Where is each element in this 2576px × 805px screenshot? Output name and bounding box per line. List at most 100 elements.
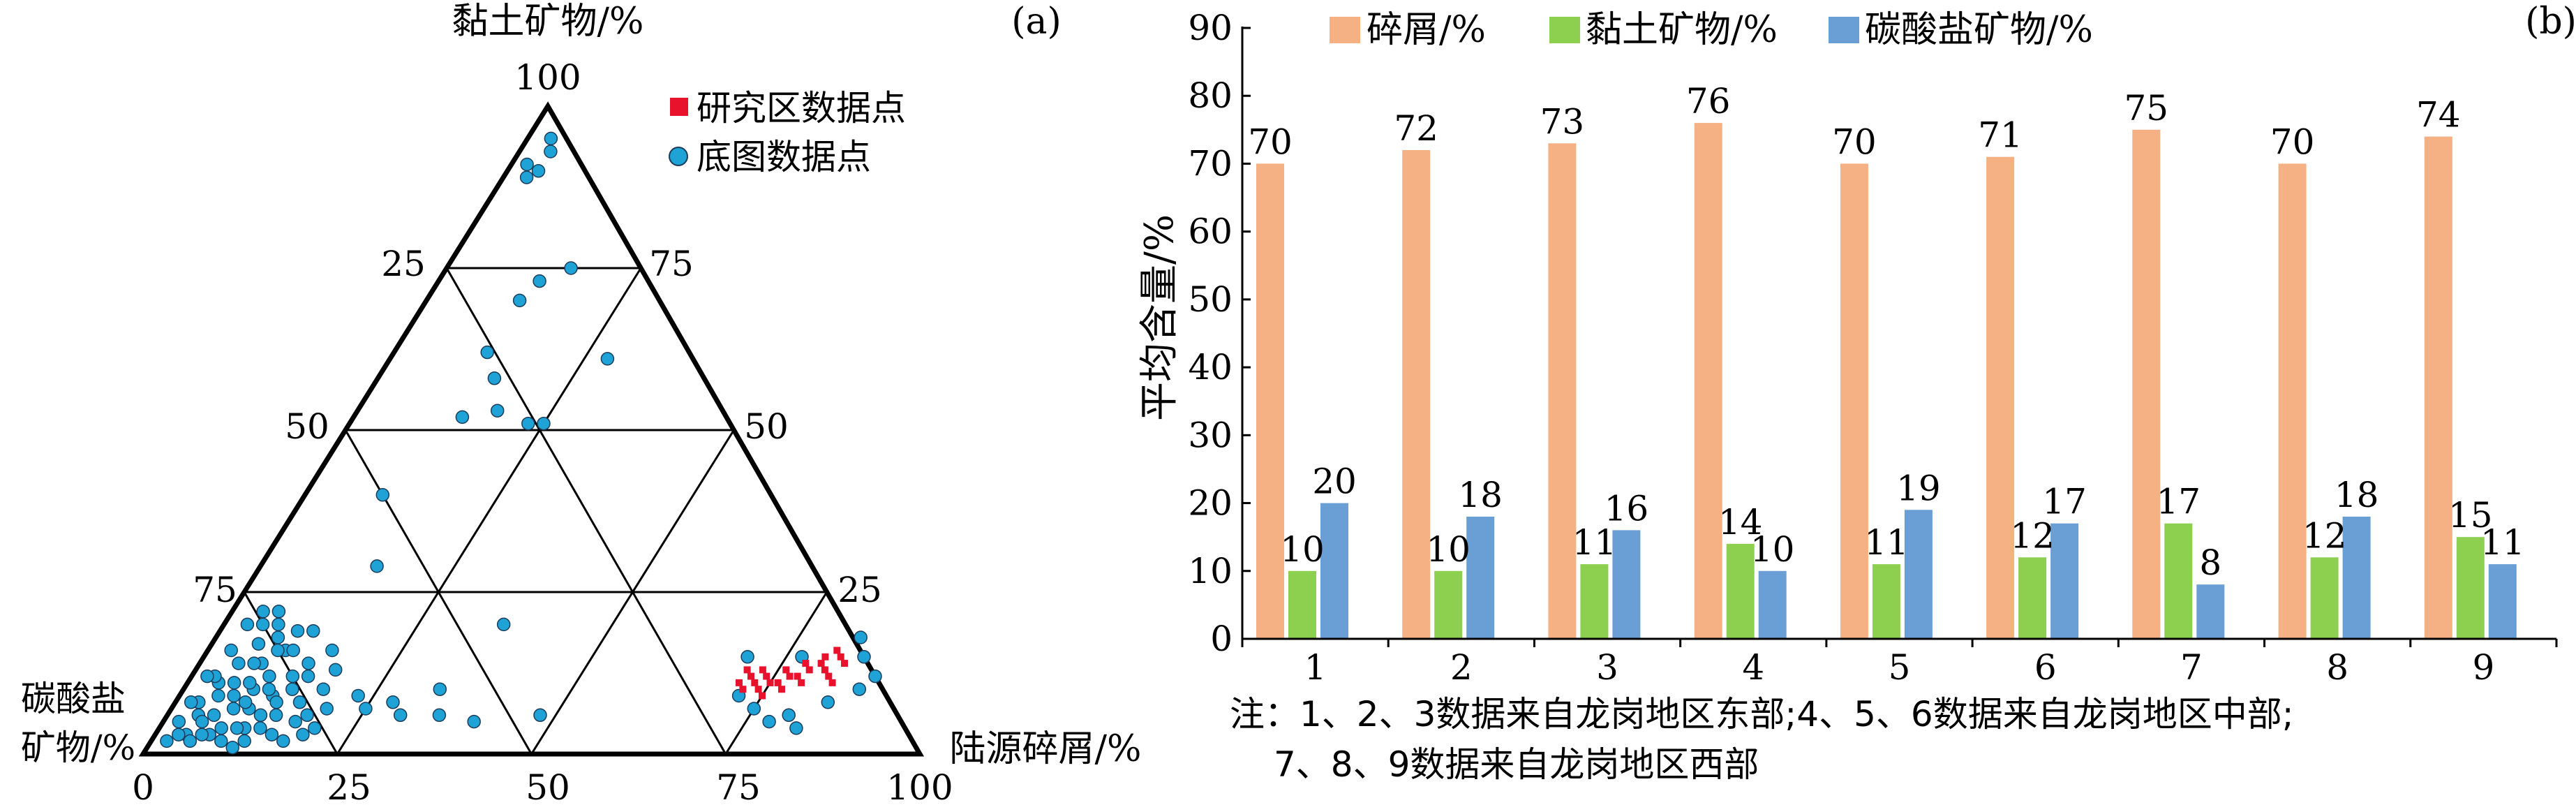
bar-data-label: 11: [2480, 522, 2525, 563]
bar-data-label: 18: [2335, 475, 2379, 515]
base-data-point: [854, 630, 868, 644]
bar-series-2: [1758, 570, 1787, 639]
study-area-data-point: [782, 666, 790, 674]
bar-data-label: 14: [1718, 502, 1763, 542]
base-data-point: [821, 695, 835, 709]
base-data-point: [740, 650, 754, 664]
bar-series-1: [1726, 543, 1755, 639]
base-data-point: [224, 643, 238, 658]
base-data-point: [533, 708, 547, 723]
base-data-point: [200, 669, 214, 684]
bar-data-label: 11: [1864, 522, 1909, 563]
study-area-data-point: [754, 686, 762, 693]
bottom-tick-25: 25: [327, 767, 371, 805]
bar-series-1: [1288, 570, 1316, 639]
panel-label-b: (b): [2525, 1, 2576, 43]
bar-series-0: [1548, 143, 1577, 640]
note-line-1: 注：1、2、3数据来自龙岗地区东部;4、5、6数据来自龙岗地区中部;: [1230, 694, 2294, 734]
base-data-point: [285, 669, 300, 684]
bar-data-label: 20: [1312, 461, 1357, 502]
bar-series-1: [2018, 557, 2047, 639]
study-area-data-point: [759, 692, 766, 700]
left-edge-tick-25: 25: [381, 244, 426, 284]
base-data-point: [237, 734, 251, 748]
legend-label-study-area: 研究区数据点: [697, 88, 906, 128]
bar-data-label: 10: [1426, 529, 1471, 570]
base-data-point: [288, 714, 302, 729]
note-line-2: 7、8、9数据来自龙岗地区西部: [1274, 744, 1759, 785]
base-data-point: [251, 637, 266, 651]
base-data-point: [285, 682, 299, 696]
legend-marker-base-map: [669, 147, 688, 166]
bar-series-0: [1840, 163, 1868, 639]
bar-series-1: [2310, 557, 2339, 639]
study-area-data-point: [759, 666, 766, 674]
bar-series-0: [1256, 163, 1284, 639]
base-data-point: [467, 714, 481, 729]
bar-series-0: [1986, 156, 2015, 639]
x-tick-label: 3: [1596, 647, 1618, 688]
x-tick-label: 6: [2034, 647, 2057, 688]
base-data-point: [320, 702, 334, 716]
bar-data-labels: 7010207210187311167614107011197112177517…: [1248, 81, 2524, 583]
ternary-legend: 研究区数据点 底图数据点: [669, 88, 906, 177]
base-data-point: [544, 145, 558, 158]
base-data-point: [857, 650, 871, 664]
ternary-left-axis-label-line2: 矿物/%: [21, 728, 135, 768]
study-area-data-point: [743, 666, 751, 674]
base-data-point: [370, 559, 384, 573]
right-edge-tick-50: 50: [744, 406, 789, 447]
bar-data-label: 17: [2156, 482, 2201, 522]
base-data-point: [271, 630, 285, 644]
base-data-point: [351, 688, 365, 703]
y-tick-label: 90: [1188, 8, 1233, 48]
legend-swatch-carbonate: [1829, 17, 1859, 43]
base-data-point: [214, 721, 228, 735]
x-tick-label: 7: [2180, 647, 2203, 688]
legend-swatch-detritus: [1330, 17, 1360, 43]
base-data-point: [255, 617, 270, 632]
base-data-point: [253, 708, 268, 723]
base-data-point: [226, 702, 241, 716]
bar-y-axis-label: 平均含量/%: [1137, 214, 1182, 421]
y-tick-label: 0: [1210, 619, 1233, 659]
base-data-point: [762, 714, 776, 729]
study-area-data-point: [778, 686, 785, 693]
base-data-point: [172, 714, 186, 729]
y-tick-label: 70: [1188, 143, 1233, 184]
base-data-point: [306, 623, 320, 638]
study-area-data-point: [817, 660, 825, 667]
base-data-point: [520, 157, 534, 172]
base-data-point: [487, 371, 502, 385]
left-edge-tick-50: 50: [285, 406, 329, 447]
ternary-top-tick: 100: [514, 57, 581, 98]
base-data-point: [600, 352, 615, 366]
legend-label-base-map: 底图数据点: [697, 137, 871, 177]
base-data-point: [195, 714, 209, 729]
bar-series-0: [1402, 150, 1431, 639]
base-data-point: [271, 605, 286, 619]
bar-data-label: 70: [1832, 121, 1877, 162]
bar-series-0: [2278, 163, 2307, 639]
base-data-point: [265, 728, 279, 741]
base-data-point: [243, 676, 257, 690]
base-data-point: [271, 643, 285, 658]
bar-series-2: [2488, 564, 2517, 639]
base-data-point: [564, 261, 578, 275]
base-data-point: [269, 695, 283, 709]
base-data-point: [533, 274, 546, 288]
base-data-point: [240, 617, 255, 632]
base-data-point: [519, 170, 534, 184]
base-data-point: [512, 293, 527, 308]
study-area-data-point: [739, 686, 747, 693]
base-data-point: [490, 404, 505, 418]
base-data-points: [160, 131, 882, 755]
bar-data-label: 18: [1458, 475, 1503, 515]
ternary-diagram: (a) 黏土矿物/% 100 25 50 75 75 50 25 0 25 50…: [21, 1, 1142, 805]
study-area-data-point: [821, 666, 828, 674]
base-data-point: [269, 708, 283, 723]
base-data-point: [325, 643, 339, 658]
study-area-data-point: [833, 647, 841, 654]
bar-series-2: [1904, 510, 1933, 639]
